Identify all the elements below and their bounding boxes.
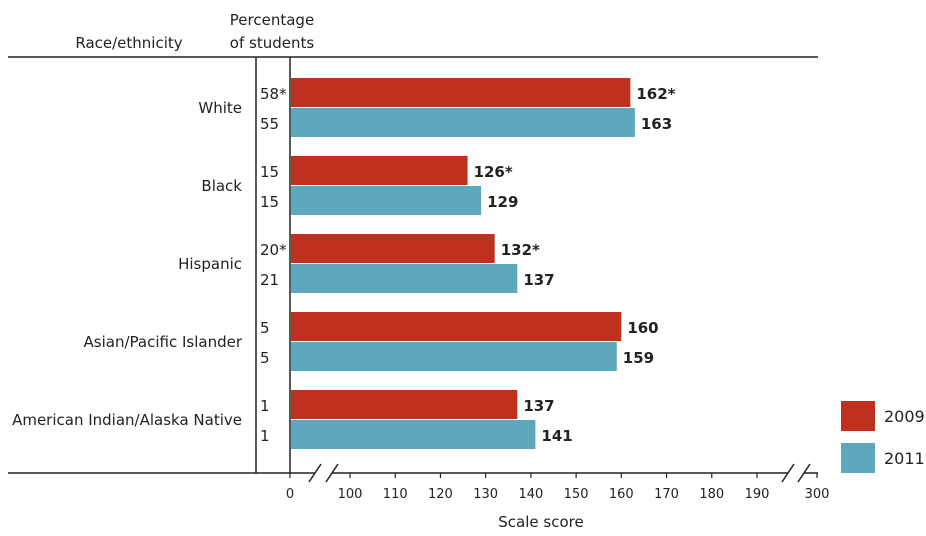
value-label: 129 <box>487 193 518 211</box>
x-tick-label: 130 <box>473 487 498 502</box>
bar-2009-3 <box>291 312 622 341</box>
percent-label: 58* <box>260 85 287 103</box>
value-label: 132* <box>501 241 540 259</box>
x-tick-label: 110 <box>383 487 408 502</box>
category-label: American Indian/Alaska Native <box>12 411 242 429</box>
bar-2011-4 <box>291 420 536 449</box>
legend-swatch-2009 <box>841 401 875 431</box>
header-percent-line1: Percentage <box>230 11 314 29</box>
bar-2011-2 <box>291 264 518 293</box>
percent-label: 20* <box>260 241 287 259</box>
axis-break-mark <box>781 463 811 483</box>
percent-label: 1 <box>260 427 270 445</box>
bar-2009-1 <box>291 156 468 185</box>
x-tick-label: 180 <box>699 487 724 502</box>
category-label: Black <box>201 177 242 195</box>
bar-2011-3 <box>291 342 617 371</box>
percent-label: 21 <box>260 271 279 289</box>
x-axis <box>8 463 818 483</box>
value-label: 137 <box>523 397 554 415</box>
value-label: 126* <box>474 163 513 181</box>
x-tick-label: 160 <box>609 487 634 502</box>
x-tick-label: 300 <box>805 487 830 502</box>
bar-2009-4 <box>291 390 518 419</box>
x-axis-title: Scale score <box>498 513 583 531</box>
percent-label: 55 <box>260 115 279 133</box>
x-tick-label: 140 <box>518 487 543 502</box>
legend-label-2011: 2011 <box>884 449 925 468</box>
bar-2009-0 <box>291 78 631 107</box>
percent-label: 5 <box>260 349 270 367</box>
x-tick-label: 170 <box>654 487 679 502</box>
legend-label-2009: 2009 <box>884 407 925 426</box>
value-label: 160 <box>627 319 658 337</box>
value-label: 162* <box>636 85 675 103</box>
bar-2009-2 <box>291 234 495 263</box>
percent-label: 1 <box>260 397 270 415</box>
value-label: 163 <box>641 115 672 133</box>
value-label: 141 <box>541 427 572 445</box>
percent-label: 15 <box>260 163 279 181</box>
header-percent-line2: of students <box>230 34 315 52</box>
category-label: Hispanic <box>178 255 242 273</box>
category-label: Asian/Pacific Islander <box>84 333 243 351</box>
percent-label: 5 <box>260 319 270 337</box>
header-race: Race/ethnicity <box>75 34 182 52</box>
x-tick-label: 100 <box>338 487 363 502</box>
value-label: 159 <box>623 349 654 367</box>
x-tick-label: 120 <box>428 487 453 502</box>
percent-label: 15 <box>260 193 279 211</box>
value-label: 137 <box>523 271 554 289</box>
axis-break-mark <box>308 463 339 483</box>
x-tick-label: 150 <box>564 487 589 502</box>
x-tick-label: 190 <box>745 487 770 502</box>
bar-2011-1 <box>291 186 482 215</box>
x-tick-label: 0 <box>286 487 294 502</box>
bar-2011-0 <box>291 108 635 137</box>
category-label: White <box>198 99 242 117</box>
legend-swatch-2011 <box>841 443 875 473</box>
